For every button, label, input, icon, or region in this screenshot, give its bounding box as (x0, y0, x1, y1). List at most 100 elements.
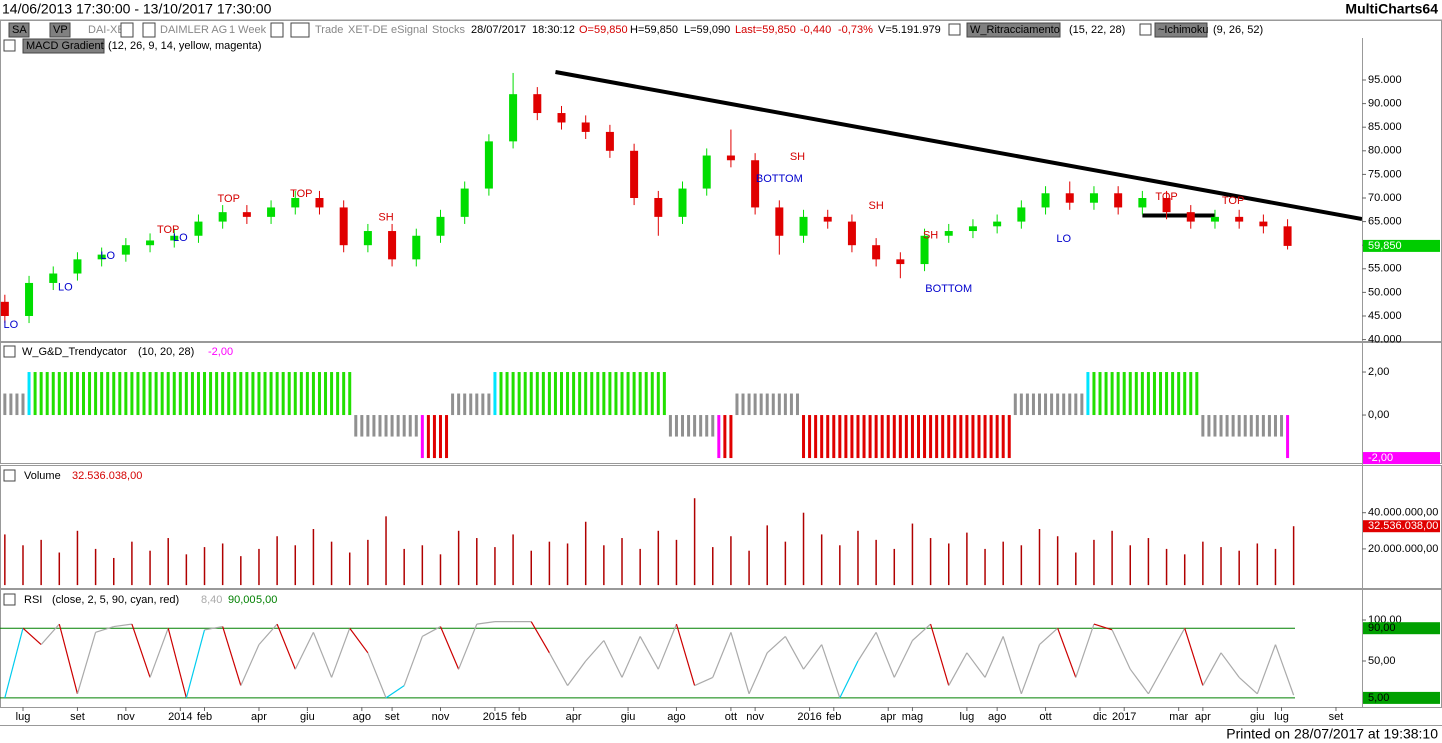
rsi-segment (1129, 668, 1149, 695)
study-name[interactable]: ~Ichimoku (1158, 24, 1208, 36)
state-bar (1249, 415, 1253, 437)
state-bar (390, 415, 394, 437)
x-tick-label: mar (1169, 711, 1188, 723)
toolbar-item: 18:30:12 (532, 24, 575, 36)
close-icon[interactable] (948, 23, 961, 36)
state-bar (1019, 393, 1023, 416)
state-bar (1050, 393, 1054, 416)
candle-body (291, 197, 300, 208)
state-bar (1080, 393, 1084, 416)
study-value: 8,40 (201, 594, 222, 606)
candle-body (920, 235, 929, 265)
state-bar (21, 393, 25, 416)
close-icon[interactable] (3, 345, 16, 358)
candle-body (1017, 207, 1026, 222)
x-tick-label: lug (960, 711, 975, 723)
state-bar (51, 372, 55, 416)
x-tick-label: 2017 (1112, 711, 1136, 723)
rsi-segment (1238, 676, 1258, 695)
annotation: TOP (1155, 191, 1177, 203)
state-bar (832, 415, 836, 459)
candle-body (363, 231, 372, 246)
state-bar (662, 372, 666, 416)
state-bar (1165, 372, 1169, 416)
toolbar-item: Trade (315, 24, 343, 36)
rsi-segment (1274, 644, 1295, 696)
state-bar (802, 415, 806, 459)
rsi-segment (1020, 644, 1041, 695)
rsi-segment (857, 631, 877, 662)
candle-body (1114, 193, 1123, 208)
state-bar (1056, 393, 1060, 416)
rsi-segment (476, 621, 496, 625)
state-bar (1189, 372, 1193, 416)
candle-body (194, 221, 203, 236)
rsi-segment (803, 644, 823, 670)
study-name[interactable]: W_Ritracciamento (970, 24, 1060, 36)
symbol-box[interactable] (8, 22, 30, 38)
vp-box[interactable] (49, 22, 71, 38)
rsi-segment (621, 636, 641, 678)
state-bar (499, 372, 503, 416)
candle-body (1138, 197, 1147, 208)
state-bar (759, 393, 763, 416)
close-icon[interactable] (3, 39, 16, 52)
study-box[interactable] (22, 38, 105, 54)
state-bar (529, 372, 533, 416)
state-bar (251, 372, 255, 416)
state-bar (559, 372, 563, 416)
annotation: LO (173, 232, 188, 244)
rsi-segment (530, 621, 550, 654)
study-box[interactable] (1154, 22, 1208, 38)
state-bar (1074, 393, 1078, 416)
rsi-segment (657, 623, 678, 670)
study-params: (12, 26, 9, 14, yellow, magenta) (108, 40, 261, 52)
state-bar (178, 372, 182, 416)
dropdown[interactable] (270, 22, 284, 38)
annotation: BOTTOM (756, 173, 803, 185)
state-bar (753, 393, 757, 416)
annotation: BOTTOM (925, 283, 972, 295)
state-bar (481, 393, 485, 416)
toolbar-item: V=5.191.979 (878, 24, 941, 36)
state-bar (590, 372, 594, 416)
x-tick-label: apr (1195, 711, 1211, 723)
rsi-segment (1075, 623, 1095, 678)
annotation: LO (4, 319, 19, 331)
state-bar (118, 372, 122, 416)
state-bar (650, 372, 654, 416)
state-bar (1031, 393, 1035, 416)
toolbar-item[interactable]: VP (53, 24, 68, 36)
state-bar (372, 415, 376, 437)
candle-body (1259, 221, 1268, 227)
study-name[interactable]: MACD Gradient (26, 40, 104, 52)
state-bar (1267, 415, 1271, 437)
dropdown[interactable] (120, 22, 134, 38)
state-bar (281, 372, 285, 416)
candle-body (388, 231, 397, 260)
annotation: TOP (157, 224, 179, 236)
rsi-segment (784, 636, 805, 670)
state-bar (1255, 415, 1259, 437)
rsi-segment (204, 625, 223, 631)
close-icon[interactable] (3, 469, 16, 482)
state-bar (1128, 372, 1132, 416)
state-bar (1195, 372, 1199, 416)
rsi-segment (185, 629, 206, 699)
close-icon[interactable] (3, 593, 16, 606)
rsi-segment (1184, 628, 1204, 686)
study-box[interactable] (966, 22, 1061, 38)
state-bar (190, 372, 194, 416)
state-bar (172, 372, 176, 416)
state-bar (493, 372, 497, 416)
candle-body (218, 212, 227, 222)
close-icon[interactable] (1139, 23, 1152, 36)
level-value: 90,00 (228, 594, 256, 606)
dropdown[interactable] (290, 22, 310, 38)
value-box-label: 32.536.038,00 (1368, 520, 1438, 532)
toolbar-item[interactable]: SA (12, 24, 27, 36)
state-bar (1134, 372, 1138, 416)
dropdown[interactable] (142, 22, 156, 38)
state-bar (959, 415, 963, 459)
rsi-segment (748, 652, 768, 695)
